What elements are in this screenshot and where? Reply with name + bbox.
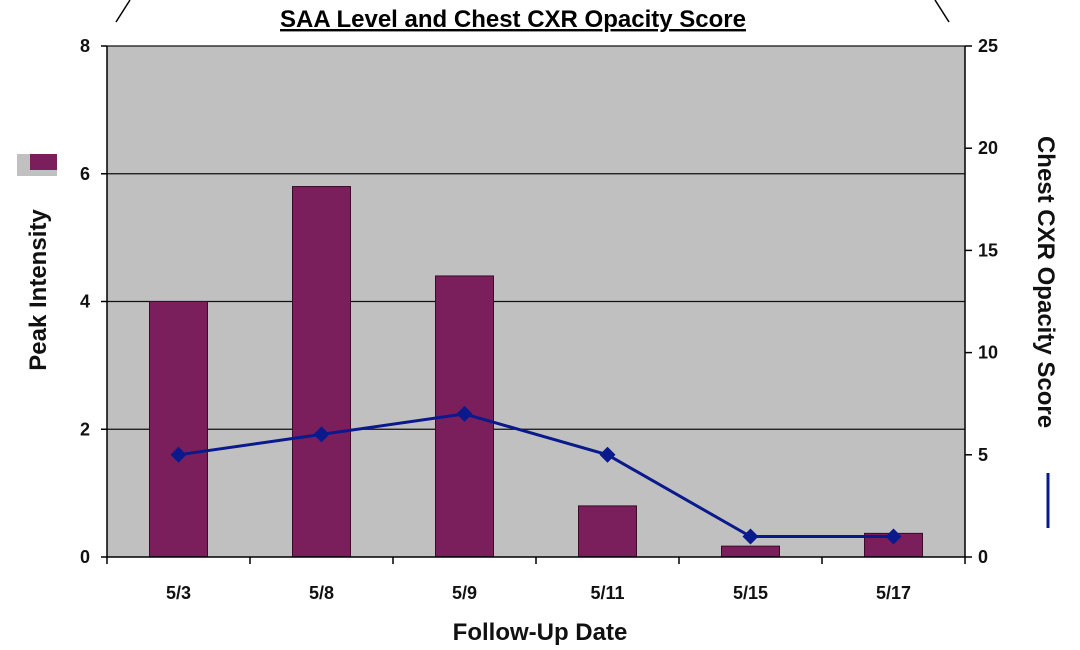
- y-axis-right-label: Chest CXR Opacity Score: [1032, 136, 1059, 428]
- bar-series: [149, 186, 923, 558]
- right-tick-label-1: 5: [978, 445, 988, 465]
- left-tick-label-3: 6: [80, 164, 90, 184]
- line-point-1: [313, 426, 330, 443]
- line-path: [178, 412, 894, 539]
- x-tick-label-5: 5/17: [876, 583, 911, 603]
- bar-3: [578, 505, 637, 558]
- y-axis-left-label: Peak Intensity: [25, 209, 52, 371]
- right-tick-label-2: 10: [978, 343, 998, 363]
- right-tick-label-3: 15: [978, 240, 998, 260]
- x-tick-label-0: 5/3: [166, 583, 191, 603]
- x-tick-label-1: 5/8: [309, 583, 334, 603]
- right-axis: 0 5 10 15 20 25: [964, 36, 998, 567]
- left-axis: 0 2 4 6 8: [80, 36, 108, 567]
- right-tick-label-5: 25: [978, 36, 998, 56]
- bar-1: [292, 186, 351, 558]
- x-tick-label-2: 5/9: [452, 583, 477, 603]
- decor-arc-left: [115, 0, 131, 23]
- left-tick-label-4: 8: [80, 36, 90, 56]
- line-point-0: [170, 446, 187, 463]
- left-tick-label-2: 4: [80, 292, 90, 312]
- left-tick-label-1: 2: [80, 419, 90, 439]
- x-axis: 5/3 5/8 5/9 5/11 5/15 5/17: [106, 556, 966, 603]
- decor-arc-right: [934, 0, 950, 23]
- line-series: [170, 405, 902, 545]
- line-point-4: [742, 528, 759, 545]
- line-point-5: [885, 528, 902, 545]
- right-tick-label-4: 20: [978, 138, 998, 158]
- legend-swatch-bar: [30, 154, 57, 170]
- left-tick-label-0: 0: [80, 547, 90, 567]
- bar-0: [149, 301, 208, 558]
- x-tick-label-4: 5/15: [733, 583, 768, 603]
- line-point-2: [456, 405, 473, 422]
- line-point-3: [599, 446, 616, 463]
- chart-title: SAA Level and Chest CXR Opacity Score: [280, 6, 746, 33]
- x-tick-label-3: 5/11: [590, 583, 624, 603]
- right-tick-label-0: 0: [978, 547, 988, 567]
- bar-4: [721, 545, 780, 558]
- gridlines: [107, 45, 965, 430]
- x-axis-label: Follow-Up Date: [453, 619, 628, 646]
